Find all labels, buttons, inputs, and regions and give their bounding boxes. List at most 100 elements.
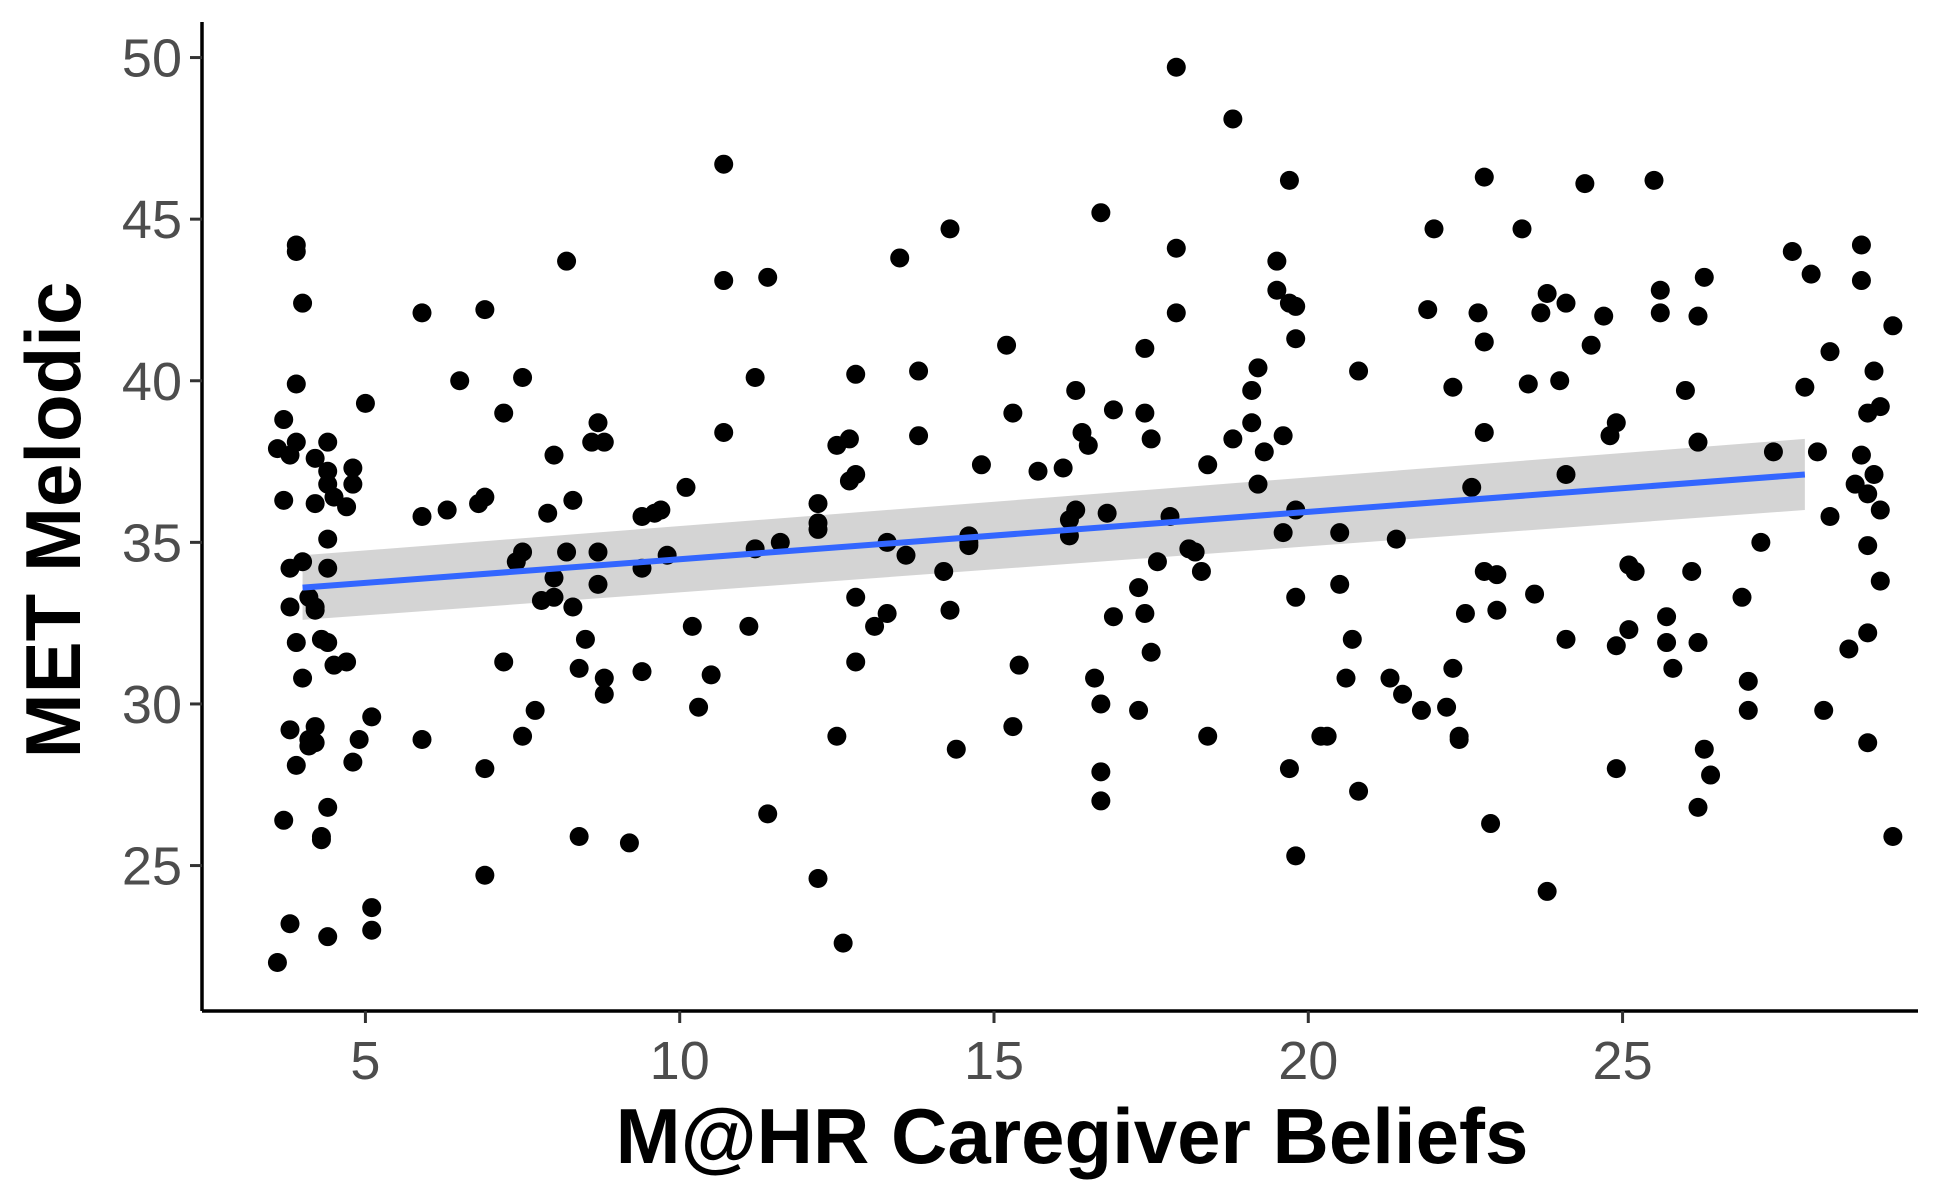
data-point (575, 629, 595, 649)
data-point (343, 752, 363, 772)
data-point (563, 597, 583, 617)
data-point (1694, 739, 1714, 759)
data-point (1166, 303, 1186, 323)
data-point (770, 532, 790, 552)
data-point (1066, 380, 1086, 400)
data-point (286, 235, 306, 255)
data-point (1694, 267, 1714, 287)
data-point (1657, 633, 1677, 653)
data-point (940, 600, 960, 620)
data-point (412, 507, 432, 526)
data-point (1688, 306, 1708, 326)
data-point (896, 545, 916, 565)
data-point (701, 665, 721, 685)
data-point (343, 474, 363, 494)
data-point (1198, 726, 1218, 746)
data-point (557, 251, 577, 271)
data-point (827, 726, 847, 746)
data-point (1003, 717, 1023, 737)
data-point (318, 797, 338, 817)
data-point (1103, 607, 1123, 627)
data-point (1273, 426, 1293, 446)
data-point (1267, 280, 1287, 300)
data-point (1424, 219, 1444, 239)
data-point (274, 410, 294, 430)
data-point (305, 733, 325, 753)
data-point (745, 368, 765, 388)
data-point (1738, 700, 1758, 720)
data-point (758, 804, 778, 824)
data-point (1129, 700, 1149, 720)
data-point (563, 490, 583, 510)
data-point (632, 662, 652, 682)
data-point (362, 707, 382, 727)
data-point (343, 458, 363, 478)
data-point (1091, 791, 1111, 811)
y-tick-label: 40 (122, 352, 182, 412)
data-point (1851, 235, 1871, 255)
data-point (286, 374, 306, 394)
y-tick-label: 50 (122, 29, 182, 89)
data-point (1342, 629, 1362, 649)
data-point (544, 568, 564, 588)
data-point (362, 920, 382, 940)
data-point (349, 730, 369, 750)
data-point (1606, 636, 1626, 656)
data-point (1009, 655, 1029, 675)
data-point (1455, 603, 1475, 623)
data-point (1795, 377, 1815, 397)
data-point (1851, 271, 1871, 291)
data-point (305, 600, 325, 620)
data-point (1091, 762, 1111, 782)
data-point (1141, 429, 1161, 449)
data-point (293, 668, 313, 688)
data-point (1474, 167, 1494, 187)
data-point (1751, 532, 1771, 552)
data-point (557, 542, 577, 562)
data-point (1166, 57, 1186, 77)
data-point (1663, 658, 1683, 678)
data-point (651, 500, 671, 520)
data-point (1820, 342, 1840, 362)
data-point (1135, 403, 1155, 423)
data-point (1242, 413, 1262, 433)
data-point (544, 445, 564, 465)
data-point (337, 652, 357, 672)
data-point (1078, 435, 1098, 455)
data-point (594, 432, 614, 452)
data-point (1581, 335, 1601, 355)
data-point (569, 826, 589, 846)
data-point (1537, 283, 1557, 303)
data-point (1688, 633, 1708, 653)
data-point (286, 432, 306, 452)
data-point (1003, 403, 1023, 423)
data-point (1512, 219, 1532, 239)
data-point (1858, 536, 1878, 556)
data-point (1644, 170, 1664, 190)
data-point (1085, 668, 1105, 688)
x-tick-label: 5 (350, 1031, 380, 1091)
data-point (1028, 461, 1048, 481)
data-point (293, 552, 313, 572)
data-point (1468, 303, 1488, 323)
data-point (1732, 587, 1752, 607)
data-point (1135, 603, 1155, 623)
data-point (318, 432, 338, 452)
data-point (1575, 174, 1595, 194)
data-point (305, 717, 325, 737)
data-point (739, 616, 759, 636)
data-point (1336, 668, 1356, 688)
data-point (412, 730, 432, 750)
data-point (1701, 765, 1721, 785)
data-point (1330, 574, 1350, 594)
data-point (318, 633, 338, 653)
data-point (1286, 846, 1306, 866)
data-point (1518, 374, 1538, 394)
fit-line-layer (302, 471, 1806, 591)
data-point (1279, 170, 1299, 190)
data-point (1248, 358, 1268, 378)
data-point (475, 300, 495, 320)
data-point (274, 490, 294, 510)
data-point (1185, 542, 1205, 562)
